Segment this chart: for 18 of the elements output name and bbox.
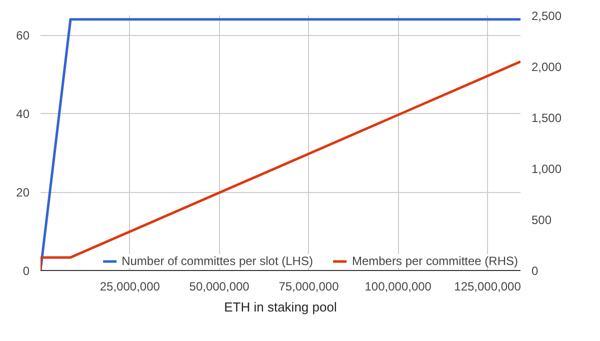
legend-label: Members per committee (RHS)	[352, 254, 518, 268]
x-tick-label: 75,000,000	[278, 280, 340, 294]
y-tick-label: 40	[16, 107, 30, 122]
x-tick-label: 100,000,000	[364, 280, 432, 294]
x-tick-label: 125,000,000	[454, 280, 522, 294]
x-tick-label: 25,000,000	[100, 280, 160, 294]
y2-tick-label: 1,500	[532, 111, 562, 125]
y2-tick-label: 2,500	[532, 9, 562, 23]
y-tick-label: 20	[16, 186, 30, 200]
x-tick-label: 50,000,000	[189, 280, 250, 294]
x-axis-title: ETH in staking pool	[224, 300, 337, 314]
y2-tick-label: 2,000	[532, 60, 562, 74]
y-tick-label: 60	[16, 28, 30, 43]
y2-tick-label: 1,000	[532, 162, 562, 176]
y2-tick-label: 500	[532, 213, 552, 227]
legend-label: Number of committes per slot (LHS)	[122, 254, 313, 268]
y2-tick-label: 0	[532, 264, 538, 278]
y-tick-label: 0	[22, 264, 30, 278]
